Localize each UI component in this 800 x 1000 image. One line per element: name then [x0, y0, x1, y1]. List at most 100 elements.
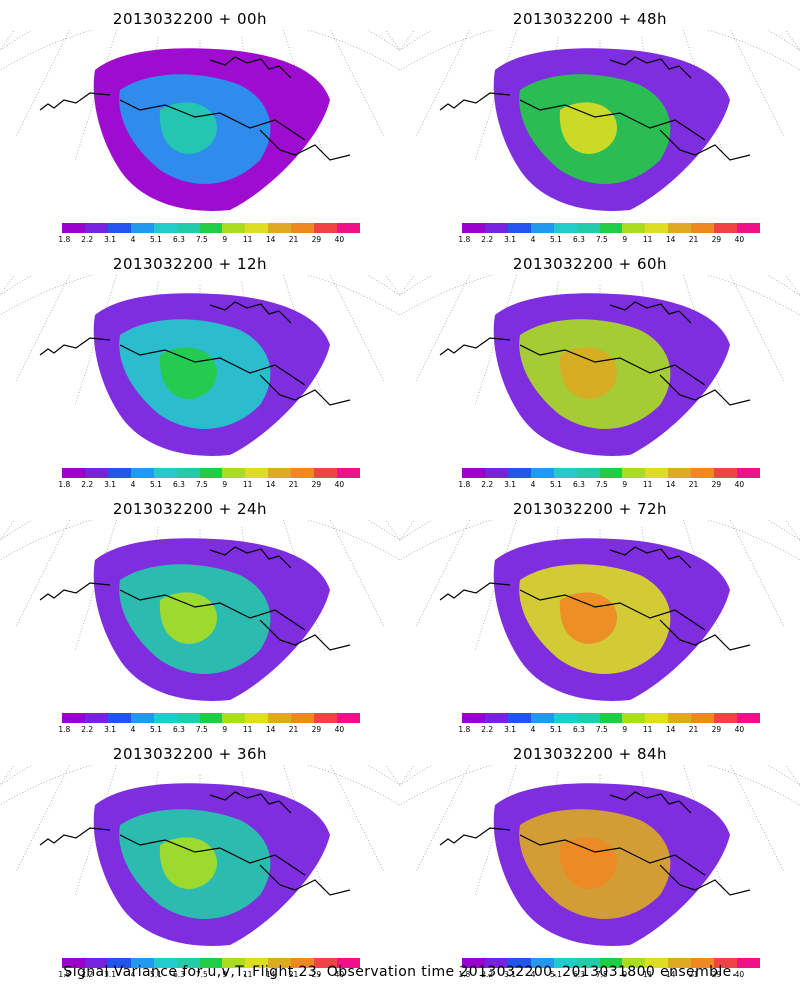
colorbar-tick-label: 6.3 [172, 970, 185, 979]
colorbar-tick-label: 5.1 [150, 235, 162, 244]
map-panel: 2013032200 + 12h 1.8 2.2 3.1 4 5.1 6.3 7.5 9 11 14… [0, 245, 400, 490]
colorbar [62, 468, 360, 478]
colorbar-swatch [462, 958, 485, 968]
colorbar-tick-label: 1.8 [458, 970, 471, 979]
colorbar-tick-label: 2.2 [81, 970, 94, 979]
colorbar-swatch [337, 468, 360, 478]
colorbar-tick-label: 29 [711, 725, 722, 734]
colorbar-swatch [530, 223, 554, 233]
colorbar-tick-label: 40 [334, 480, 345, 489]
colorbar [462, 958, 760, 968]
panel-title: 2013032200 + 12h [112, 255, 268, 273]
colorbar-tick-label: 7.5 [595, 970, 608, 979]
colorbar-tick-label: 1.8 [58, 970, 71, 979]
colorbar-tick-label: 6.3 [172, 725, 185, 734]
colorbar-ticks: 1.8 2.2 3.1 4 5.1 6.3 7.5 9 11 14 21 29 40 [58, 480, 360, 490]
colorbar-swatch [576, 713, 600, 723]
colorbar-swatch [645, 958, 669, 968]
colorbar-tick-label: 11 [642, 970, 653, 979]
colorbar-swatch [222, 713, 246, 723]
colorbar-swatch [176, 223, 200, 233]
panel-title: 2013032200 + 24h [112, 500, 268, 518]
colorbar-tick-label: 5.1 [150, 725, 162, 734]
colorbar-swatch [737, 468, 760, 478]
colorbar-swatch [337, 223, 360, 233]
colorbar-swatch [507, 713, 531, 723]
colorbar-swatch [222, 223, 246, 233]
colorbar-swatch [691, 713, 715, 723]
colorbar-swatch [553, 223, 577, 233]
colorbar-tick-label: 29 [311, 725, 322, 734]
colorbar-tick-label: 3.1 [104, 725, 117, 734]
colorbar-swatch [484, 223, 508, 233]
colorbar-tick-label: 21 [688, 235, 699, 244]
colorbar-tick-label: 40 [734, 725, 745, 734]
colorbar-swatch [84, 958, 108, 968]
colorbar-swatch [153, 468, 177, 478]
coastlines [439, 791, 751, 896]
colorbar-swatch [199, 958, 223, 968]
colorbar-swatch [222, 468, 246, 478]
colorbar-tick-label: 40 [334, 725, 345, 734]
panel-title: 2013032200 + 72h [512, 500, 668, 518]
colorbar-tick-label: 7.5 [595, 725, 608, 734]
colorbar-swatch [245, 468, 269, 478]
variance-field [493, 293, 730, 456]
colorbar-tick-label: 4 [130, 970, 136, 979]
colorbar [62, 223, 360, 233]
coastlines [39, 301, 351, 406]
colorbar-swatch [314, 468, 338, 478]
colorbar-swatch [245, 713, 269, 723]
colorbar-swatch [153, 223, 177, 233]
colorbar-swatch [153, 958, 177, 968]
colorbar-swatch [130, 468, 154, 478]
colorbar-tick-label: 40 [734, 480, 745, 489]
colorbar-tick-label: 5.1 [550, 970, 562, 979]
colorbar-swatch [645, 468, 669, 478]
colorbar-swatch [107, 713, 131, 723]
panel-title: 2013032200 + 48h [512, 10, 668, 28]
colorbar-swatch [462, 468, 485, 478]
colorbar-tick-label: 11 [642, 725, 653, 734]
colorbar [62, 713, 360, 723]
colorbar-tick-label: 3.1 [104, 235, 117, 244]
coastlines [439, 301, 751, 406]
colorbar-swatch [268, 713, 292, 723]
colorbar-tick-label: 11 [642, 235, 653, 244]
colorbar-swatch [484, 958, 508, 968]
variance-map [0, 765, 400, 946]
colorbar-tick-label: 40 [334, 235, 345, 244]
colorbar [62, 958, 360, 968]
colorbar-tick-label: 21 [688, 970, 699, 979]
colorbar-swatch [245, 958, 269, 968]
colorbar-swatch [107, 958, 131, 968]
colorbar-swatch [622, 713, 646, 723]
colorbar-tick-label: 4 [530, 725, 536, 734]
colorbar-swatch [530, 713, 554, 723]
map-panel: 2013032200 + 72h 1.8 2.2 3.1 4 5.1 6.3 7.5 9 11 14… [400, 490, 800, 735]
colorbar-swatch [107, 468, 131, 478]
colorbar-swatch [691, 958, 715, 968]
colorbar-tick-label: 4 [530, 480, 536, 489]
colorbar-tick-label: 21 [688, 480, 699, 489]
colorbar-tick-label: 2.2 [481, 725, 494, 734]
colorbar-tick-label: 4 [530, 235, 536, 244]
colorbar-swatch [668, 223, 692, 233]
colorbar-swatch [737, 958, 760, 968]
colorbar-tick-label: 11 [242, 480, 253, 489]
colorbar-tick-label: 9 [622, 235, 628, 244]
colorbar-tick-label: 5.1 [550, 235, 562, 244]
colorbar-swatch [691, 468, 715, 478]
colorbar-swatch [530, 468, 554, 478]
coastlines [39, 546, 351, 651]
colorbar-swatch [153, 713, 177, 723]
colorbar-tick-label: 6.3 [572, 235, 585, 244]
colorbar-tick-label: 21 [288, 725, 299, 734]
colorbar-swatch [462, 223, 485, 233]
colorbar-tick-label: 9 [622, 480, 628, 489]
colorbar-ticks: 1.8 2.2 3.1 4 5.1 6.3 7.5 9 11 14 21 29 40 [58, 725, 360, 735]
colorbar-swatch [576, 468, 600, 478]
coastlines [439, 546, 751, 651]
panel-title: 2013032200 + 00h [112, 10, 268, 28]
colorbar-tick-label: 1.8 [58, 235, 71, 244]
